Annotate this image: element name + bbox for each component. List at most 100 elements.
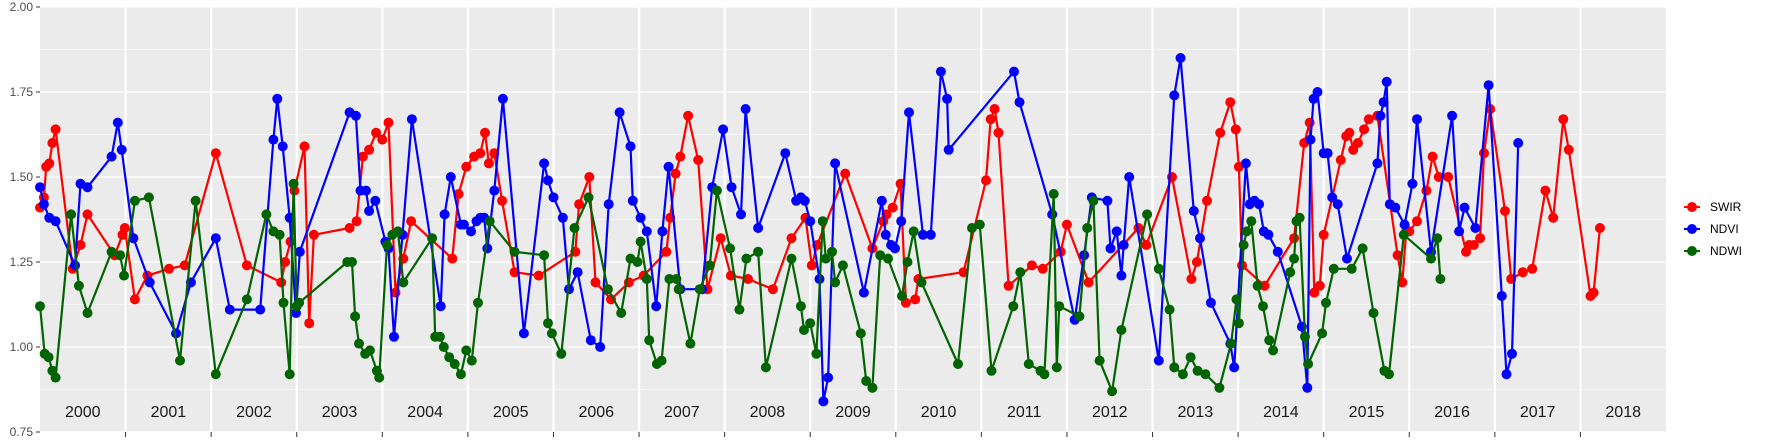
data-point [73,280,84,291]
data-point [916,277,927,288]
data-point [455,369,466,380]
data-point [657,226,668,237]
data-point [439,209,450,220]
data-point [1246,216,1257,227]
data-point [1009,66,1019,77]
data-point [725,243,736,254]
data-point [1186,274,1197,284]
data-point [1594,223,1605,233]
data-point [1272,246,1283,257]
data-point [818,396,829,407]
data-point [641,226,652,237]
data-point [1479,148,1489,159]
data-point [1102,195,1113,206]
data-point [1238,240,1249,250]
data-point [350,110,361,121]
data-point [1023,359,1034,369]
data-point [546,328,557,339]
data-point [1352,138,1363,148]
data-point [1026,260,1037,271]
year-panel-label: 2016 [1434,404,1470,421]
data-point [1468,240,1479,250]
data-point [890,243,900,254]
data-point [1153,355,1164,366]
data-point [1475,233,1486,244]
data-point [1107,386,1118,397]
data-point [734,304,745,315]
y-tick-label: 0.75 [10,425,34,439]
data-point [1226,338,1237,349]
data-point [434,331,445,342]
data-point [1191,257,1202,267]
data-point [799,195,810,206]
data-point [585,335,596,346]
data-point [241,260,252,271]
data-point [1381,76,1392,87]
data-point [1225,97,1236,108]
year-panel-label: 2011 [1007,404,1042,421]
data-point [1285,267,1296,278]
data-point [272,93,283,104]
data-point [876,195,887,206]
data-point [736,209,746,220]
data-point [1407,178,1418,189]
data-point [1483,80,1494,91]
data-point [743,274,753,284]
data-point [82,182,93,193]
data-point [1312,87,1323,97]
data-point [1188,206,1199,216]
data-point [480,127,490,138]
data-point [1321,297,1331,308]
data-point [1327,192,1338,203]
data-point [364,144,375,155]
data-point [1302,382,1313,393]
data-point [902,257,913,267]
data-point [627,195,638,206]
data-point [989,104,1000,114]
data-point [986,365,997,376]
data-point [1105,243,1116,254]
data-point [811,348,822,359]
data-point [1169,90,1180,101]
data-point [663,161,674,172]
data-point [908,226,919,237]
legend-marker [1687,246,1697,256]
data-point [967,223,977,233]
data-point [179,260,190,271]
data-point [261,209,272,220]
data-point [1202,195,1212,206]
legend-key-ndvi: NDVI [1684,222,1739,236]
data-point [1447,110,1458,121]
data-point [767,284,778,295]
data-point [347,257,357,267]
year-panel-label: 2014 [1263,404,1299,421]
data-point [1359,124,1370,135]
data-point [1513,138,1524,148]
data-point [1412,114,1422,125]
series-line [38,101,1601,325]
data-point [427,233,438,244]
data-point [1363,114,1374,125]
year-panel-label: 2005 [493,404,529,421]
data-point [461,345,472,356]
data-point [817,216,828,227]
data-point [572,267,583,278]
data-point [364,345,375,356]
data-point [704,260,715,271]
data-point [489,185,500,196]
data-point [1141,240,1152,250]
data-point [1215,127,1226,138]
data-point [741,253,752,264]
data-point [1229,362,1240,373]
data-point [357,151,368,162]
data-point [1322,148,1333,159]
data-point [855,328,866,339]
year-panel-label: 2010 [921,404,957,421]
data-point [294,297,305,308]
data-point [1412,216,1422,227]
data-point [887,202,898,213]
data-point [44,158,55,169]
data-point [632,257,643,267]
data-point [112,117,123,128]
year-panel-label: 2012 [1092,404,1128,421]
